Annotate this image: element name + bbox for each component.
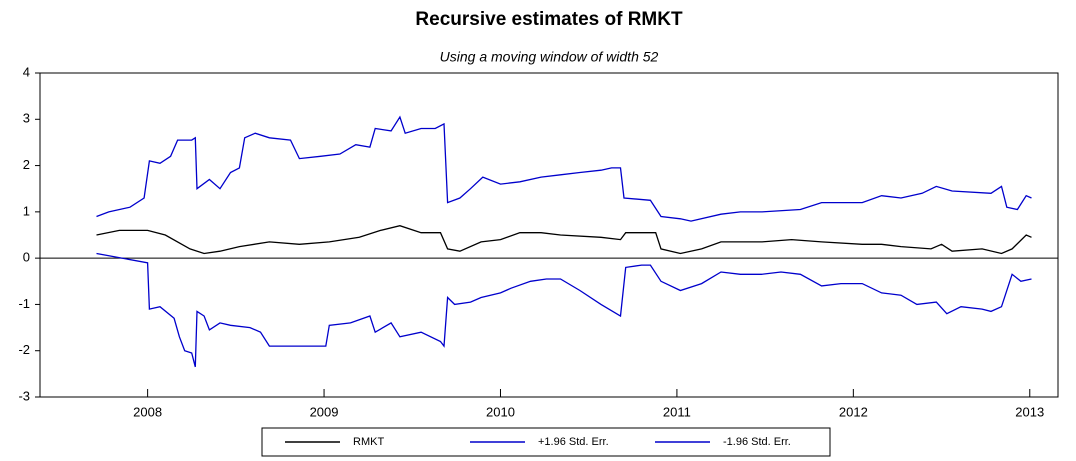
y-tick-label: -3 <box>18 388 30 403</box>
x-tick-label: 2008 <box>133 404 162 419</box>
x-tick-label: 2011 <box>663 404 691 419</box>
y-tick-label: 2 <box>23 157 30 172</box>
chart-title: Recursive estimates of RMKT <box>415 9 683 30</box>
x-tick-label: 2009 <box>310 404 339 419</box>
plot-frame <box>39 72 1059 398</box>
chart-subtitle: Using a moving window of width 52 <box>440 49 659 65</box>
legend-label: RMKT <box>353 436 384 448</box>
series-line <box>96 115 1032 222</box>
x-tick-label: 2010 <box>486 404 515 419</box>
x-tick-label: 2012 <box>839 404 868 419</box>
legend-label: -1.96 Std. Err. <box>723 436 791 448</box>
y-tick-label: 1 <box>23 203 30 218</box>
x-tick-label: 2013 <box>1015 404 1044 419</box>
y-tick-label: 3 <box>23 111 30 126</box>
series-line <box>96 225 1032 255</box>
y-tick-label: -1 <box>18 296 30 311</box>
y-tick-label: -2 <box>18 342 30 357</box>
legend-label: +1.96 Std. Err. <box>538 436 609 448</box>
y-tick-label: 0 <box>23 250 30 265</box>
series-line <box>96 252 1032 368</box>
legend-box <box>261 427 831 457</box>
y-tick-label: 4 <box>23 64 30 79</box>
